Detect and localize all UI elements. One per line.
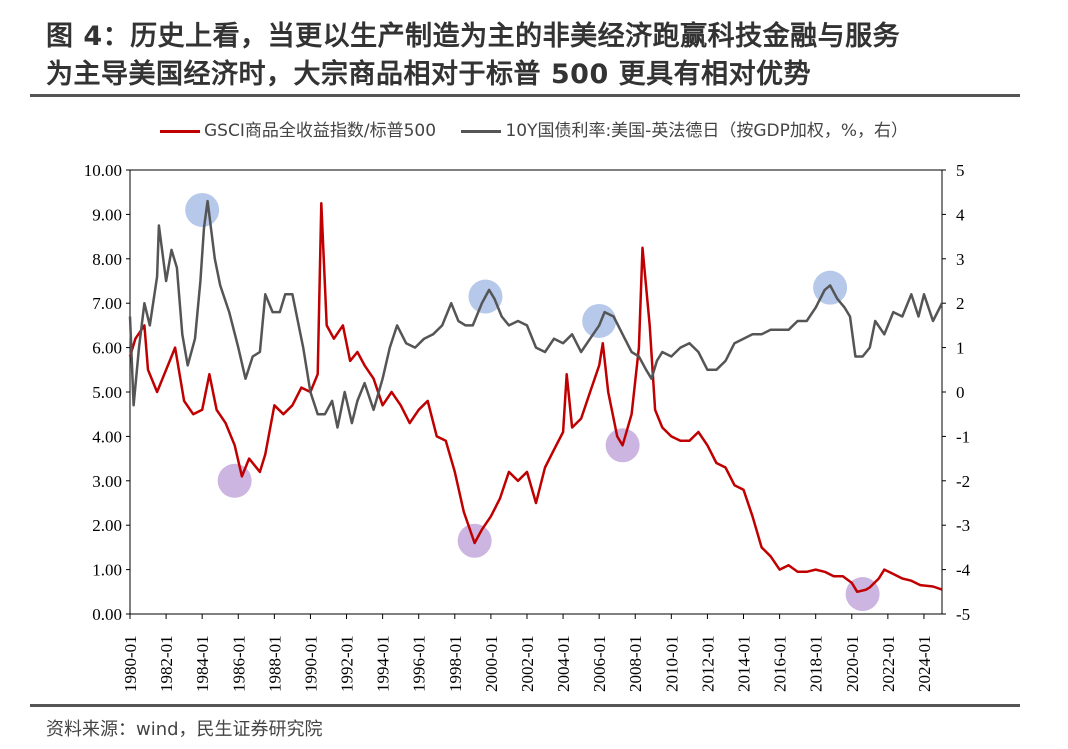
x-tick-label: 2002-01	[518, 635, 537, 692]
legend-item-yield: 10Y国债利率:美国-英法德日（按GDP加权，%，右）	[461, 121, 908, 141]
x-tick-label: 2000-01	[482, 635, 501, 692]
series-line-gsci	[128, 202, 943, 594]
x-tick-label: 2008-01	[626, 635, 645, 692]
x-tick-label: 2006-01	[590, 635, 609, 692]
x-tick-label: 2018-01	[807, 635, 826, 692]
y-right-tick-label: -1	[956, 427, 970, 446]
x-tick-label: 2012-01	[698, 635, 717, 692]
x-tick-label: 2016-01	[771, 635, 790, 692]
y-right-tick-label: -2	[956, 472, 970, 491]
y-left-tick-label: 0.00	[92, 605, 122, 624]
legend: GSCI商品全收益指数/标普500 10Y国债利率:美国-英法德日（按GDP加权…	[0, 116, 1068, 141]
chart-title-line1: 图 4：历史上看，当更以生产制造为主的非美经济跑赢科技金融与服务	[46, 21, 901, 52]
y-right-tick-label: -4	[956, 561, 971, 580]
footer-divider	[30, 704, 1020, 707]
legend-item-gsci: GSCI商品全收益指数/标普500	[160, 121, 436, 141]
legend-swatch-gray	[461, 129, 502, 133]
y-left-tick-label: 6.00	[92, 339, 122, 358]
source-note: 资料来源：wind，民生证券研究院	[46, 719, 323, 740]
x-tick-label: 1992-01	[338, 635, 357, 692]
x-tick-label: 1996-01	[410, 635, 429, 692]
y-left-tick-label: 3.00	[92, 472, 122, 491]
y-right-tick-label: 0	[956, 383, 965, 402]
title-divider	[30, 94, 1020, 97]
y-left-tick-label: 10.00	[84, 161, 122, 180]
y-left-tick-label: 7.00	[92, 294, 122, 313]
y-right-tick-label: 1	[956, 339, 965, 358]
legend-label-gsci: GSCI商品全收益指数/标普500	[204, 121, 437, 141]
x-tick-label: 1984-01	[193, 635, 212, 692]
y-left-tick-label: 1.00	[92, 561, 122, 580]
x-tick-label: 1990-01	[301, 635, 320, 692]
x-tick-label: 1994-01	[374, 635, 393, 692]
y-left-tick-label: 2.00	[92, 516, 122, 535]
x-tick-label: 2020-01	[843, 635, 862, 692]
x-tick-label: 1980-01	[121, 635, 140, 692]
x-tick-label: 1988-01	[265, 635, 284, 692]
y-right-tick-label: -5	[956, 605, 970, 624]
plot-frame	[129, 169, 943, 615]
x-tick-label: 2010-01	[662, 635, 681, 692]
highlight-circle	[185, 192, 220, 227]
y-right-tick-label: 5	[956, 161, 965, 180]
x-tick-label: 2022-01	[879, 635, 898, 692]
y-left-tick-label: 5.00	[92, 383, 122, 402]
x-tick-label: 1998-01	[446, 635, 465, 692]
x-tick-label: 1982-01	[157, 635, 176, 692]
legend-swatch-red	[160, 129, 200, 133]
x-tick-label: 2024-01	[915, 635, 934, 692]
y-right-tick-label: -3	[956, 516, 970, 535]
series-line-yield	[128, 199, 944, 429]
y-left-tick-label: 8.00	[92, 250, 122, 269]
legend-label-yield: 10Y国债利率:美国-英法德日（按GDP加权，%，右）	[505, 121, 908, 141]
x-tick-label: 2014-01	[735, 635, 754, 692]
y-right-tick-label: 3	[956, 250, 965, 269]
chart-title-line2: 为主导美国经济时，大宗商品相对于标普 500 更具有相对优势	[46, 59, 812, 90]
y-right-tick-label: 4	[956, 205, 965, 224]
x-tick-label: 1986-01	[229, 635, 248, 692]
y-left-tick-label: 9.00	[92, 205, 122, 224]
x-tick-label: 2004-01	[554, 635, 573, 692]
highlight-circle	[217, 463, 252, 498]
y-left-tick-label: 4.00	[92, 427, 122, 446]
highlight-circle	[582, 303, 617, 338]
y-right-tick-label: 2	[956, 294, 965, 313]
